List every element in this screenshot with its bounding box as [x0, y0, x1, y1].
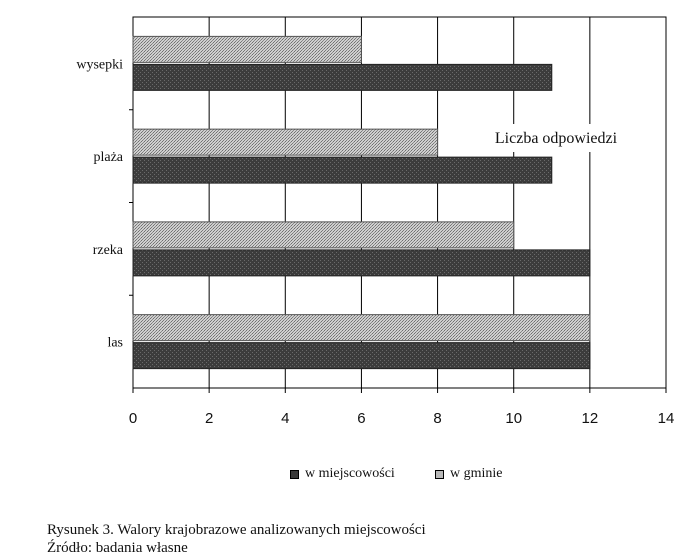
tick-labels: wysepki plaża rzeka las 0 2 4 6 8 10 12 14	[76, 57, 674, 427]
figure-source: Źródło: badania własne	[47, 540, 188, 556]
legend-label: w miejscowości	[305, 466, 395, 481]
axis-annotation: Liczba odpowiedzi	[495, 130, 618, 147]
legend: w miejscowości w gminie	[0, 466, 693, 488]
bar-w-miejscowosci	[132, 342, 591, 370]
legend-item-series-1: w miejscowości	[290, 466, 395, 482]
legend-label: w gminie	[450, 466, 503, 481]
annotation-background	[441, 124, 661, 152]
category-label: las	[107, 336, 123, 351]
x-tick-label: 0	[129, 410, 137, 427]
legend-item-series-2: w gminie	[435, 466, 503, 482]
axes	[129, 109, 667, 393]
x-tick-label: 2	[205, 410, 213, 427]
x-tick-label: 4	[281, 410, 289, 427]
legend-swatch-dark	[290, 469, 299, 479]
bar-w-gminie	[132, 221, 515, 249]
category-label: rzeka	[93, 243, 124, 258]
bar-w-miejscowosci	[132, 63, 553, 91]
category-label: plaża	[93, 150, 123, 165]
x-tick-label: 8	[433, 410, 441, 427]
category-label: wysepki	[76, 57, 123, 72]
bar-chart: wysepki plaża rzeka las 0 2 4 6 8 10 12 14 Liczba o…	[76, 16, 674, 427]
bar-w-gminie	[132, 128, 439, 156]
x-tick-label: 14	[658, 410, 675, 427]
bar-w-miejscowosci	[132, 156, 553, 184]
annotation-layer: Liczba odpowiedzi	[441, 124, 661, 152]
figure-caption: Rysunek 3. Walory krajobrazowe analizowa…	[47, 522, 426, 538]
x-tick-label: 12	[582, 410, 599, 427]
x-tick-label: 10	[505, 410, 522, 427]
legend-swatch-light	[435, 469, 444, 479]
x-tick-label: 6	[357, 410, 365, 427]
bar-w-gminie	[132, 314, 591, 342]
bar-w-gminie	[132, 35, 362, 63]
bars	[132, 35, 591, 370]
bar-w-miejscowosci	[132, 249, 591, 277]
